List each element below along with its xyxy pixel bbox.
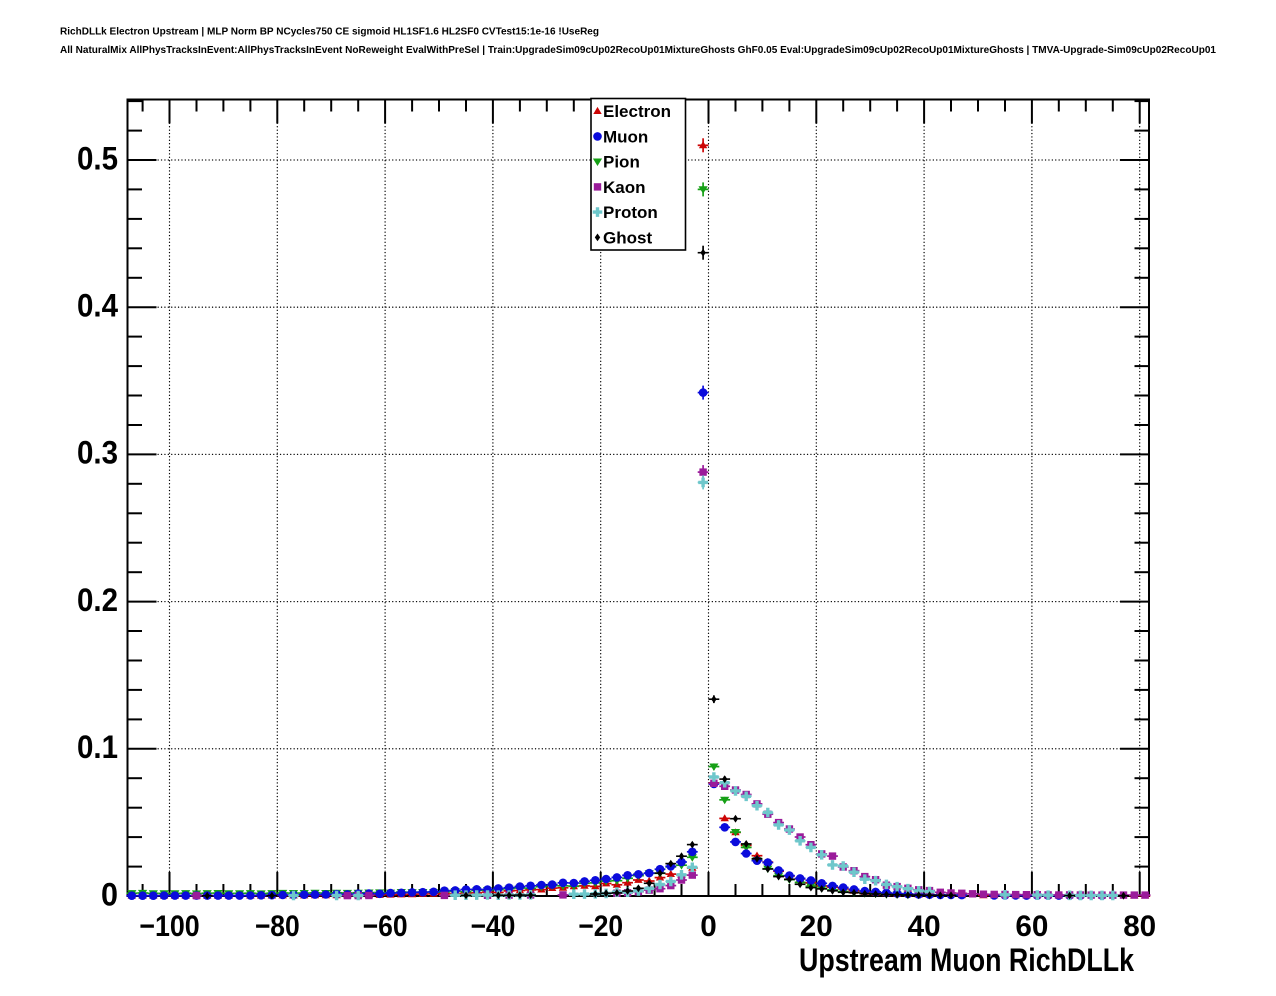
svg-text:0: 0	[101, 876, 118, 912]
svg-text:Proton: Proton	[603, 203, 658, 222]
svg-text:−80: −80	[255, 910, 300, 943]
svg-text:−40: −40	[470, 910, 515, 943]
svg-text:RichDLLk Electron Upstream | M: RichDLLk Electron Upstream | MLP Norm BP…	[60, 27, 599, 38]
svg-text:Electron: Electron	[603, 102, 671, 121]
svg-text:0.4: 0.4	[77, 288, 118, 324]
svg-text:0.1: 0.1	[77, 729, 118, 765]
svg-text:Pion: Pion	[603, 153, 640, 172]
svg-text:−100: −100	[139, 910, 199, 943]
svg-text:Kaon: Kaon	[603, 178, 646, 197]
svg-text:Muon: Muon	[603, 127, 648, 146]
svg-text:Ghost: Ghost	[603, 228, 652, 247]
svg-text:0.5: 0.5	[77, 140, 118, 176]
svg-text:0.3: 0.3	[77, 435, 118, 471]
svg-text:40: 40	[908, 910, 941, 943]
svg-text:All NaturalMix AllPhysTracksIn: All NaturalMix AllPhysTracksInEvent:AllP…	[60, 45, 1216, 56]
svg-text:80: 80	[1123, 910, 1156, 943]
svg-text:Upstream Muon RichDLLk: Upstream Muon RichDLLk	[799, 942, 1134, 978]
svg-text:60: 60	[1015, 910, 1048, 943]
svg-text:0: 0	[700, 910, 717, 943]
svg-text:20: 20	[800, 910, 833, 943]
svg-text:−20: −20	[578, 910, 623, 943]
svg-text:−60: −60	[363, 910, 408, 943]
svg-text:0.2: 0.2	[77, 582, 118, 618]
